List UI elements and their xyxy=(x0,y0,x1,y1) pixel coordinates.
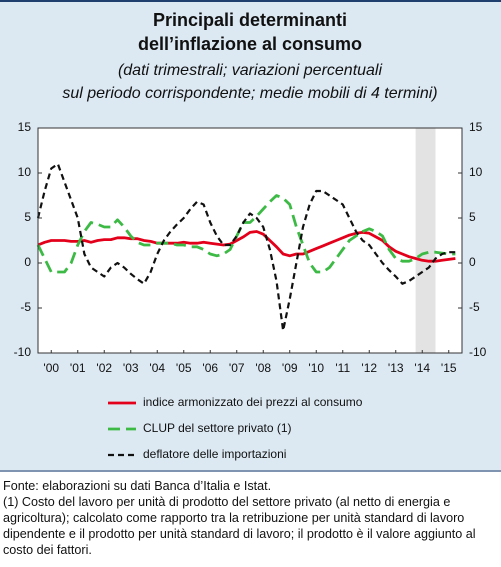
legend-label: deflatore delle importazioni xyxy=(143,447,286,461)
plot-frame xyxy=(37,127,463,354)
series-line xyxy=(36,162,456,332)
y-tick-label: 10 xyxy=(18,165,32,179)
y2-tick-label: -10 xyxy=(469,345,487,359)
y2-tick-label: 5 xyxy=(469,210,476,224)
x-tick-label: '15 xyxy=(441,361,457,375)
series-line xyxy=(37,230,456,263)
chart-title: Principali determinanti xyxy=(153,10,347,30)
x-tick-label: '01 xyxy=(70,361,86,375)
x-tick-label: '05 xyxy=(176,361,192,375)
y2-tick-label: 0 xyxy=(469,255,476,269)
x-tick-label: '02 xyxy=(96,361,112,375)
x-tick-label: '08 xyxy=(255,361,271,375)
footnotes: Fonte: elaborazioni su dati Banca d’Ital… xyxy=(3,478,499,558)
x-tick-label: '14 xyxy=(414,361,430,375)
chart-subtitle: sul periodo corrispondente; medie mobili… xyxy=(62,85,437,102)
y-tick-label: 5 xyxy=(24,210,31,224)
x-tick-label: '07 xyxy=(229,361,245,375)
y-tick-label: -5 xyxy=(20,300,31,314)
x-tick-label: '00 xyxy=(43,361,59,375)
chart-title: dell’inflazione al consumo xyxy=(138,34,362,54)
y2-tick-label: -5 xyxy=(469,300,480,314)
legend-label: CLUP del settore privato (1) xyxy=(143,421,292,435)
y-tick-label: 0 xyxy=(24,255,31,269)
y-tick-label: -10 xyxy=(14,345,32,359)
series-line xyxy=(36,194,456,274)
x-tick-label: '12 xyxy=(361,361,377,375)
chart: Principali determinanti dell’inflazione … xyxy=(0,0,501,472)
x-tick-label: '10 xyxy=(308,361,324,375)
source: Fonte: elaborazioni su dati Banca d’Ital… xyxy=(3,479,272,493)
note: (1) Costo del lavoro per unità di prodot… xyxy=(3,495,476,557)
y-tick-label: 15 xyxy=(18,120,32,134)
x-tick-label: '13 xyxy=(388,361,404,375)
x-tick-label: '06 xyxy=(202,361,218,375)
x-tick-label: '11 xyxy=(335,361,350,375)
shaded-period xyxy=(415,128,436,353)
x-tick-label: '04 xyxy=(149,361,165,375)
chart-subtitle: (dati trimestrali; variazioni percentual… xyxy=(118,62,383,79)
x-tick-label: '09 xyxy=(282,361,298,375)
y2-tick-label: 15 xyxy=(469,120,483,134)
y2-tick-label: 10 xyxy=(469,165,483,179)
legend-label: indice armonizzato dei prezzi al consumo xyxy=(143,395,363,409)
x-tick-label: '03 xyxy=(123,361,139,375)
